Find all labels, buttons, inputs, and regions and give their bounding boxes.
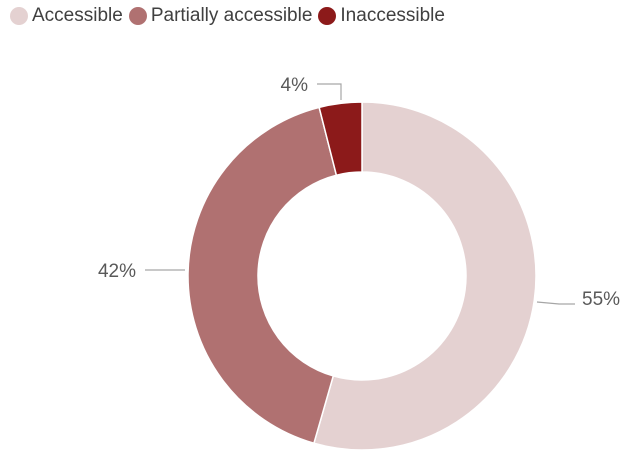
data-label-inaccessible: 4% [281,75,309,96]
leader-line-inaccessible [317,84,341,100]
donut-slices [188,102,536,450]
data-label-accessible: 55% [582,289,620,310]
data-label-partially-accessible: 42% [98,261,136,282]
leader-line-accessible [537,302,575,304]
slice-partially-accessible [188,107,336,443]
